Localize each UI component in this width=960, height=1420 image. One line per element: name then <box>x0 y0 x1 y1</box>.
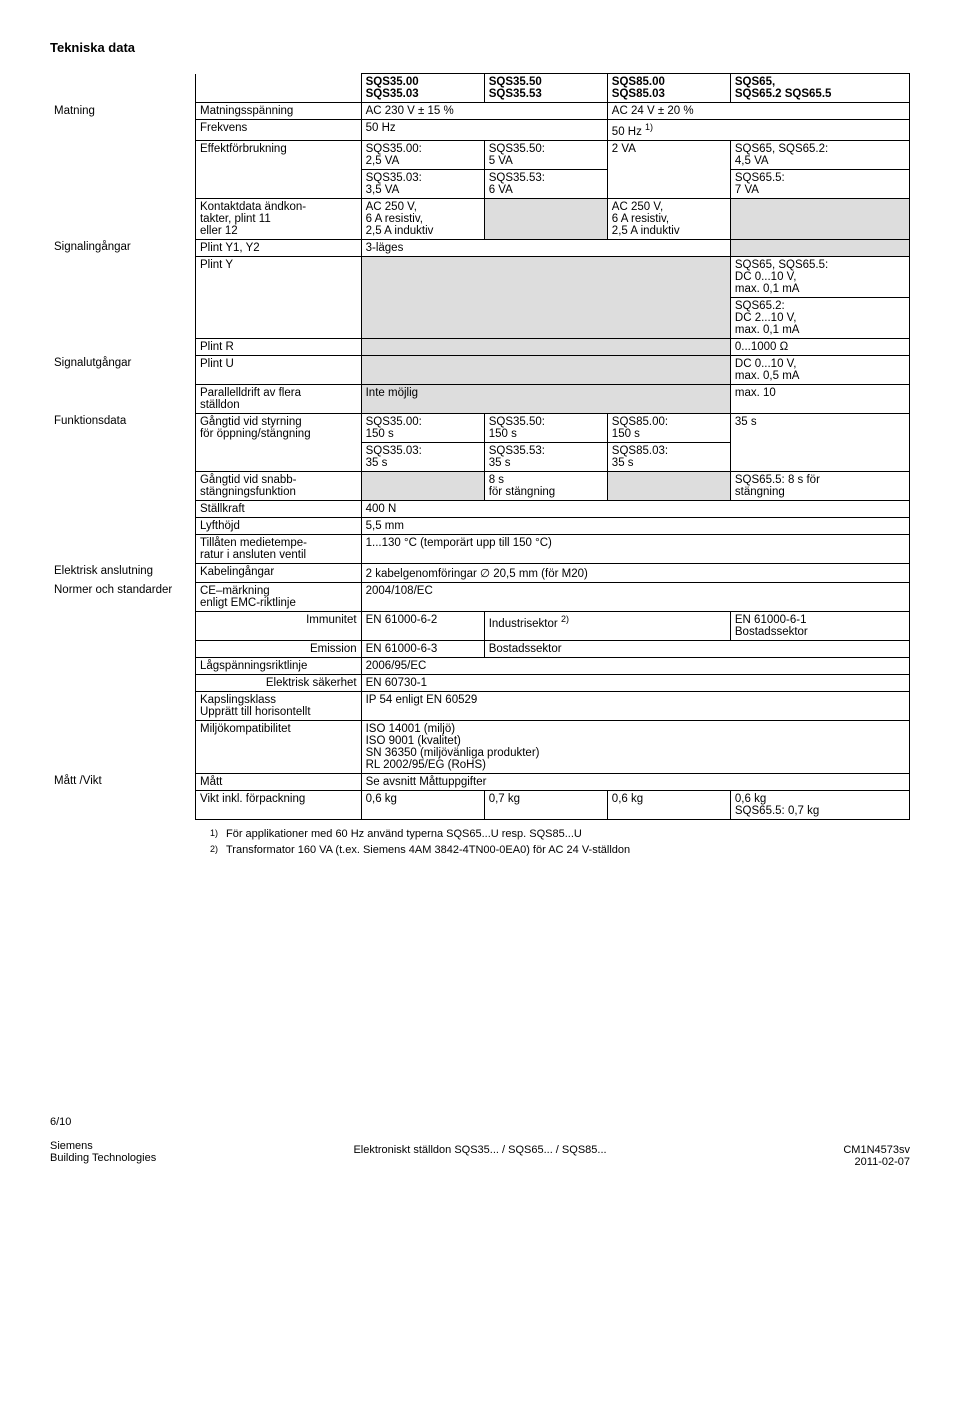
effekt-c1a: SQS35.00: 2,5 VA <box>361 140 484 169</box>
effekt-c3: 2 VA <box>607 140 730 198</box>
immun-c4: EN 61000-6-1 Bostadssektor <box>730 611 909 640</box>
tech-data-table: SQS35.00SQS35.03 SQS35.50SQS35.53 SQS85.… <box>50 73 910 820</box>
vikt-c3: 0,6 kg <box>607 790 730 819</box>
frekvens-label: Frekvens <box>195 120 361 141</box>
page-number: 6/10 <box>50 1116 250 1128</box>
gangtid-styr-label: Gångtid vid styrning för öppning/stängni… <box>195 413 361 471</box>
plint-y1y2-val: 3-läges <box>361 239 730 256</box>
emiss-label: Emission <box>195 640 361 657</box>
ce-val: 2004/108/EC <box>361 582 909 611</box>
hdr-col3: SQS85.00SQS85.03 <box>607 74 730 103</box>
plint-y-c4a: SQS65, SQS65.5: DC 0...10 V, max. 0,1 mA <box>730 256 909 297</box>
gangtid-c3a: SQS85.00: 150 s <box>607 413 730 442</box>
elsak-label: Elektrisk säkerhet <box>195 674 361 691</box>
lagsp-label: Lågspänningsriktlinje <box>195 657 361 674</box>
elsak-val: EN 60730-1 <box>361 674 909 691</box>
fn2-text: Transformator 160 VA (t.ex. Siemens 4AM … <box>226 844 630 856</box>
kontakt-c1: AC 250 V, 6 A resistiv, 2,5 A induktiv <box>361 198 484 239</box>
effekt-c4a: SQS65, SQS65.2: 4,5 VA <box>730 140 909 169</box>
hdr-col1: SQS35.00SQS35.03 <box>361 74 484 103</box>
footer-right2: 2011-02-07 <box>710 1156 910 1168</box>
plint-u-c4: DC 0...10 V, max. 0,5 mA <box>730 355 909 384</box>
frekvens-v2: 50 Hz 1) <box>607 120 909 141</box>
footer-left1: Siemens <box>50 1140 250 1152</box>
vikt-c2: 0,7 kg <box>484 790 607 819</box>
effekt-c1b: SQS35.03: 3,5 VA <box>361 169 484 198</box>
page-title: Tekniska data <box>50 40 910 55</box>
kabel-val: 2 kabelgenomföringar ∅ 20,5 mm (för M20) <box>361 563 909 582</box>
plint-r-label: Plint R <box>195 338 361 355</box>
matning-spanning-v2: AC 24 V ± 20 % <box>607 103 909 120</box>
vikt-c4: 0,6 kg SQS65.5: 0,7 kg <box>730 790 909 819</box>
emiss-c2: Bostadssektor <box>484 640 909 657</box>
kontakt-c3: AC 250 V, 6 A resistiv, 2,5 A induktiv <box>607 198 730 239</box>
section-signalin: Signalingångar <box>50 239 195 355</box>
medietemp-val: 1...130 °C (temporärt upp till 150 °C) <box>361 534 909 563</box>
kapsl-val: IP 54 enligt EN 60529 <box>361 691 909 720</box>
section-normer: Normer och standarder <box>50 582 195 773</box>
footnotes: 1)För applikationer med 60 Hz använd typ… <box>210 828 910 856</box>
gangtid-c1a: SQS35.00: 150 s <box>361 413 484 442</box>
emiss-c1: EN 61000-6-3 <box>361 640 484 657</box>
lyfthojd-label: Lyfthöjd <box>195 517 361 534</box>
miljo-val: ISO 14001 (miljö) ISO 9001 (kvalitet) SN… <box>361 720 909 773</box>
effekt-c2a: SQS35.50: 5 VA <box>484 140 607 169</box>
plint-y-label: Plint Y <box>195 256 361 338</box>
hdr-col4: SQS65,SQS65.2 SQS65.5 <box>730 74 909 103</box>
kapsl-label: Kapslingsklass Upprätt till horisontellt <box>195 691 361 720</box>
ce-label: CE–märkning enligt EMC-riktlinje <box>195 582 361 611</box>
kontakt-c2 <box>484 198 607 239</box>
matt-val: Se avsnitt Måttuppgifter <box>361 773 909 790</box>
kabel-label: Kabelingångar <box>195 563 361 582</box>
fn1-text: För applikationer med 60 Hz använd typer… <box>226 828 582 840</box>
gangtid-c3b: SQS85.03: 35 s <box>607 442 730 471</box>
immun-c2: Industrisektor 2) <box>484 611 730 640</box>
gangtid-c1b: SQS35.03: 35 s <box>361 442 484 471</box>
page-footer: 6/10 Siemens Building Technologies Elekt… <box>50 1116 910 1168</box>
snabb-mid: 8 s för stängning <box>484 471 607 500</box>
footer-left2: Building Technologies <box>50 1152 250 1164</box>
lagsp-val: 2006/95/EC <box>361 657 909 674</box>
gangtid-c2a: SQS35.50: 150 s <box>484 413 607 442</box>
matning-spanning-label: Matningsspänning <box>195 103 361 120</box>
frekvens-v1: 50 Hz <box>361 120 607 141</box>
fn2-num: 2) <box>210 844 226 854</box>
fn1-num: 1) <box>210 828 226 838</box>
immun-c1: EN 61000-6-2 <box>361 611 484 640</box>
effekt-c4b: SQS65.5: 7 VA <box>730 169 909 198</box>
kontakt-c4 <box>730 198 909 239</box>
parallell-label: Parallelldrift av flera ställdon <box>195 384 361 413</box>
gangtid-c2b: SQS35.53: 35 s <box>484 442 607 471</box>
immun-label: Immunitet <box>195 611 361 640</box>
hdr-col2: SQS35.50SQS35.53 <box>484 74 607 103</box>
vikt-c1: 0,6 kg <box>361 790 484 819</box>
effekt-label: Effektförbrukning <box>195 140 361 198</box>
effekt-c2b: SQS35.53: 6 VA <box>484 169 607 198</box>
section-matning: Matning <box>50 103 195 240</box>
matt-label: Mått <box>195 773 361 790</box>
stallkraft-label: Ställkraft <box>195 500 361 517</box>
plint-r-c4: 0...1000 Ω <box>730 338 909 355</box>
footer-right1: CM1N4573sv <box>710 1144 910 1156</box>
parallell-c4: max. 10 <box>730 384 909 413</box>
section-signalut: Signalutgångar <box>50 355 195 413</box>
gangtid-c4: 35 s <box>730 413 909 471</box>
snabb-label: Gångtid vid snabb- stängningsfunktion <box>195 471 361 500</box>
matning-spanning-v1: AC 230 V ± 15 % <box>361 103 607 120</box>
parallell-mid: Inte möjlig <box>361 384 730 413</box>
section-elektr: Elektrisk anslutning <box>50 563 195 582</box>
kontakt-label: Kontaktdata ändkon- takter, plint 11 ell… <box>195 198 361 239</box>
section-matt: Mått /Vikt <box>50 773 195 819</box>
plint-u-label: Plint U <box>195 355 361 384</box>
vikt-label: Vikt inkl. förpackning <box>195 790 361 819</box>
plint-y-c4b: SQS65.2: DC 2...10 V, max. 0,1 mA <box>730 297 909 338</box>
medietemp-label: Tillåten medietempe- ratur i ansluten ve… <box>195 534 361 563</box>
snabb-c4: SQS65.5: 8 s för stängning <box>730 471 909 500</box>
section-funktion: Funktionsdata <box>50 413 195 563</box>
miljo-label: Miljökompatibilitet <box>195 720 361 773</box>
stallkraft-val: 400 N <box>361 500 909 517</box>
lyfthojd-val: 5,5 mm <box>361 517 909 534</box>
plint-y1y2-label: Plint Y1, Y2 <box>195 239 361 256</box>
footer-center: Elektroniskt ställdon SQS35... / SQS65..… <box>280 1116 680 1168</box>
